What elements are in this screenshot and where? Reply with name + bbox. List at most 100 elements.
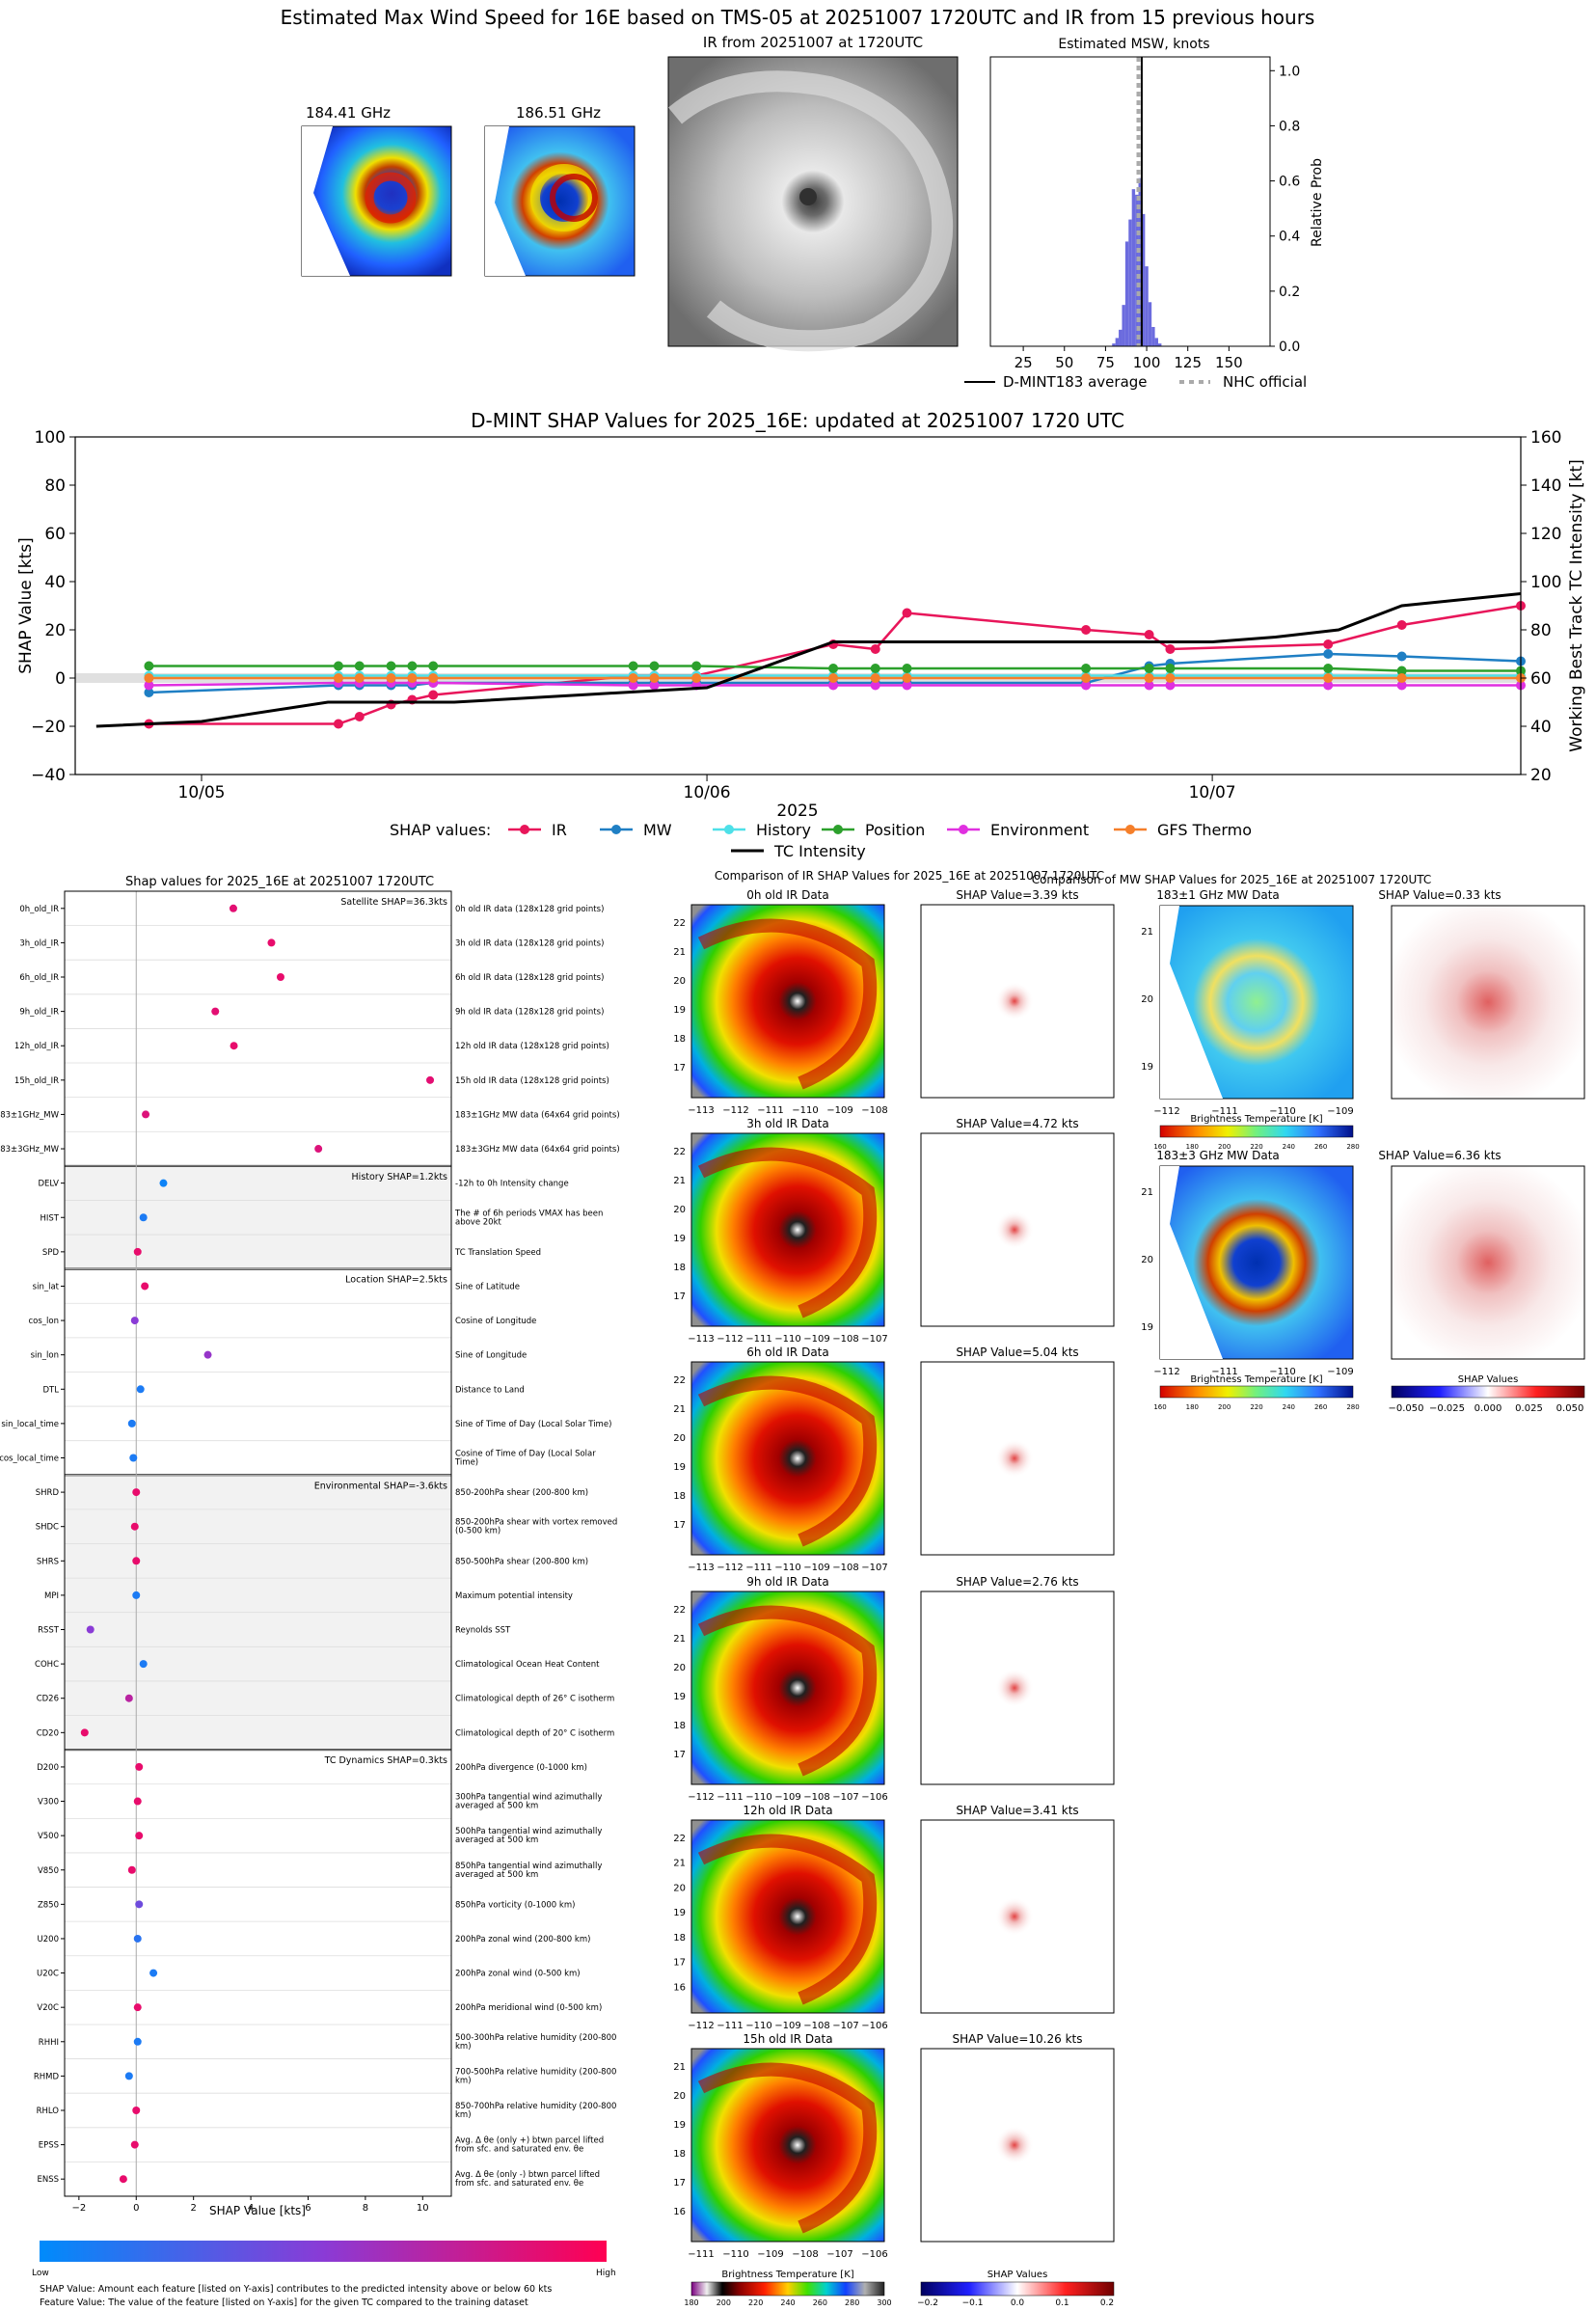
shap-colorbar-label: SHAP Values <box>987 2270 1048 2280</box>
figure-title: Estimated Max Wind Speed for 16E based o… <box>281 6 1315 29</box>
ir-data-image <box>690 1361 885 1556</box>
y-tick-label: 19 <box>673 1005 686 1016</box>
bt-tick-label: 200 <box>1218 1403 1231 1411</box>
series-point <box>902 664 912 673</box>
feature-name: 9h_old_IR <box>19 1008 59 1018</box>
y-tick-label: 20 <box>673 1205 686 1215</box>
x-tick-label: −107 <box>832 1792 858 1803</box>
y-tick-label-left: 0 <box>55 669 66 689</box>
feature-description: 200hPa zonal wind (0-500 km) <box>455 1970 581 1979</box>
x-tick-label: −112 <box>1153 1106 1179 1117</box>
y-tick-label: 19 <box>673 1692 686 1702</box>
y-tick-label-right: 80 <box>1530 621 1552 640</box>
hist-frame <box>989 56 1271 347</box>
y-tick-label: 20 <box>1141 994 1153 1005</box>
x-tick-label: 75 <box>1096 354 1115 371</box>
ir-data-frame <box>690 1591 885 1785</box>
x-tick-label: −108 <box>832 1563 858 1573</box>
y-tick-label: 22 <box>673 1834 686 1844</box>
ir-shap-spot <box>995 982 1034 1020</box>
series-point <box>1144 630 1154 639</box>
feature-name: ENSS <box>37 2175 59 2185</box>
feature-name: EPSS <box>39 2141 59 2151</box>
y-tick-label: 17 <box>673 2178 686 2189</box>
chart-title: D-MINT SHAP Values for 2025_16E: updated… <box>471 409 1124 432</box>
series-point <box>428 661 439 671</box>
x-tick-label: 2 <box>190 2203 196 2214</box>
feature-point <box>203 1350 212 1359</box>
feature-point <box>142 1110 150 1119</box>
hist-bar <box>1124 241 1129 346</box>
series-line-ir <box>149 604 1522 725</box>
y-tick-label-right: 140 <box>1530 476 1561 496</box>
group-label: Environmental SHAP=-3.6kts <box>314 1481 447 1491</box>
x-tick-label: −110 <box>1269 1367 1295 1377</box>
feature-description: Sine of Longitude <box>455 1351 527 1361</box>
mw1-image <box>301 125 452 277</box>
feature-name: V300 <box>38 1798 59 1808</box>
feature-point <box>124 2072 133 2080</box>
x-tick-label: 25 <box>1014 354 1033 371</box>
feature-description: Reynolds SST <box>455 1626 511 1636</box>
feature-description: from sfc. and saturated env. θe <box>455 2145 583 2155</box>
feature-point <box>129 1454 138 1462</box>
feature-description: Climatological depth of 26° C isotherm <box>455 1695 614 1704</box>
feature-point <box>86 1625 95 1634</box>
x-tick-label: −111 <box>745 1334 771 1345</box>
series-line-mw <box>149 652 1522 694</box>
series-point <box>828 673 839 683</box>
feature-description: 300hPa tangential wind azimuthally <box>455 1793 602 1803</box>
series-point <box>1323 649 1334 659</box>
series-point <box>1081 664 1092 673</box>
feature-description: 12h old IR data (128x128 grid points) <box>455 1042 609 1051</box>
feature-name: SPD <box>42 1248 60 1258</box>
series-point <box>144 680 154 691</box>
bt-tick-label: 240 <box>1283 1143 1295 1151</box>
shap-tick-label: −0.1 <box>962 2298 984 2308</box>
y-tick-label-left: 40 <box>44 573 66 592</box>
feature-point <box>133 2003 142 2012</box>
y-tick-label: 21 <box>673 1176 686 1186</box>
y-tick-label: 18 <box>673 1721 686 1731</box>
feature-description: Cosine of Longitude <box>455 1317 536 1326</box>
x-tick-label: −113 <box>688 1105 714 1116</box>
feature-name: RHHI <box>39 2038 59 2048</box>
x-axis-label: 2025 <box>776 802 818 821</box>
group-shade <box>65 1165 451 1269</box>
x-tick-label: −112 <box>722 1105 748 1116</box>
ir-data-title: 6h old IR Data <box>746 1346 829 1359</box>
series-point <box>649 680 660 691</box>
x-tick-label: 125 <box>1174 354 1202 371</box>
feature-name: DELV <box>38 1180 59 1189</box>
feature-name: MPI <box>44 1591 59 1601</box>
x-tick-label: 100 <box>1133 354 1161 371</box>
y-tick-label: 20 <box>673 1663 686 1673</box>
bt-tick-label: 160 <box>1153 1143 1166 1151</box>
x-tick-label: 150 <box>1215 354 1243 371</box>
footnote-2: Feature Value: The value of the feature … <box>40 2297 528 2308</box>
y-axis-label-right: Working Best Track TC Intensity [kt] <box>1567 459 1586 752</box>
y-tick-label: 20 <box>673 1433 686 1444</box>
feature-point <box>149 1969 158 1977</box>
feature-name: Z850 <box>38 1900 59 1910</box>
legend-label: Environment <box>990 821 1089 839</box>
series-point <box>354 712 365 721</box>
x-tick-label: −112 <box>688 2021 714 2031</box>
series-point <box>691 673 702 683</box>
y-tick-label: 19 <box>673 2120 686 2131</box>
series-point <box>1081 625 1092 635</box>
hist-bar <box>1112 343 1116 346</box>
feature-description: 200hPa divergence (0-1000 km) <box>455 1763 587 1773</box>
ir-shap-spot <box>995 1669 1034 1707</box>
bt-tick-label: 260 <box>813 2298 827 2307</box>
x-tick-label: −108 <box>803 1792 829 1803</box>
feature-point <box>132 1591 141 1599</box>
series-point <box>902 680 912 691</box>
y-tick-label: 22 <box>673 918 686 929</box>
series-point <box>828 680 839 691</box>
y-tick-label: 17 <box>673 1958 686 1969</box>
group-label: Satellite SHAP=36.3kts <box>340 897 447 908</box>
y-tick-label: 18 <box>673 1491 686 1502</box>
feature-point <box>159 1179 168 1187</box>
series-point <box>1165 680 1176 691</box>
